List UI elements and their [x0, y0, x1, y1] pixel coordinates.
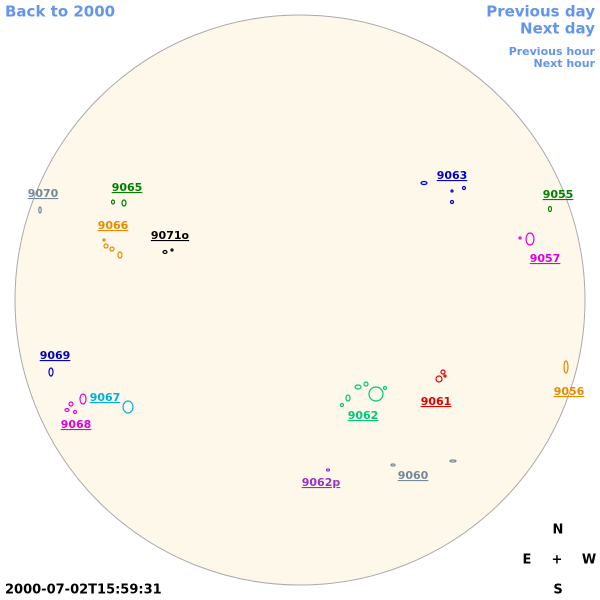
region-label[interactable]: 9062p — [302, 476, 341, 489]
region-label[interactable]: 9069 — [40, 349, 71, 362]
next-hour-link[interactable]: Next hour — [534, 57, 596, 70]
sunspot — [339, 402, 345, 408]
sunspot — [440, 369, 446, 375]
sunspot — [449, 199, 455, 205]
previous-day-link[interactable]: Previous day — [486, 3, 595, 21]
sunspot — [390, 463, 396, 467]
back-link[interactable]: Back to 2000 — [5, 3, 115, 21]
solar-disk — [14, 14, 586, 586]
region-label[interactable]: 9055 — [543, 188, 574, 201]
region-label[interactable]: 9063 — [437, 169, 468, 182]
region-label[interactable]: 9065 — [112, 181, 143, 194]
sunspot — [109, 246, 115, 252]
sunspot — [121, 199, 127, 207]
region-label[interactable]: 9056 — [554, 385, 585, 398]
sunspot — [117, 251, 123, 259]
sunspot — [547, 205, 553, 213]
sunspot — [325, 468, 331, 472]
sunspot — [382, 385, 388, 391]
region-label[interactable]: 9061 — [421, 395, 452, 408]
sunspot — [354, 384, 362, 390]
sunspot — [435, 375, 443, 383]
sunspot — [79, 393, 87, 405]
sunspot — [461, 185, 467, 191]
previous-hour-link[interactable]: Previous hour — [509, 45, 596, 58]
sunspot — [110, 199, 116, 205]
next-day-link[interactable]: Next day — [520, 20, 595, 38]
sunspot — [102, 238, 106, 242]
sunspot — [48, 367, 54, 377]
region-label[interactable]: 9062 — [348, 409, 379, 422]
region-label[interactable]: 9060 — [398, 469, 429, 482]
region-label[interactable]: 9067 — [90, 391, 121, 404]
sunspot — [420, 180, 428, 186]
compass-west: W — [582, 553, 596, 568]
compass-north: N — [553, 523, 564, 538]
sunspot — [450, 189, 454, 193]
sunspot — [443, 374, 447, 378]
compass-center: + — [552, 553, 563, 568]
sunspot — [68, 401, 74, 407]
region-label[interactable]: 9066 — [98, 219, 129, 232]
sunspot — [563, 360, 569, 374]
compass-east: E — [523, 553, 532, 568]
sunspot — [122, 400, 134, 414]
sunspot — [368, 386, 384, 402]
sunspot — [72, 409, 78, 415]
timestamp: 2000-07-02T15:59:31 — [5, 583, 162, 598]
compass-south: S — [553, 583, 562, 598]
sunspot — [525, 232, 535, 246]
sunspot — [345, 394, 351, 402]
region-label[interactable]: 9070 — [28, 187, 59, 200]
region-label[interactable]: 9068 — [61, 418, 92, 431]
sunspot — [38, 206, 42, 214]
sunspot — [363, 381, 369, 387]
sunspot — [170, 248, 174, 252]
sunspot — [103, 243, 109, 249]
sunspot — [449, 459, 457, 463]
sunspot — [162, 249, 168, 255]
region-label[interactable]: 9071o — [151, 229, 190, 242]
sunspot — [518, 236, 522, 240]
sunspot — [64, 407, 70, 413]
region-label[interactable]: 9057 — [530, 252, 561, 265]
